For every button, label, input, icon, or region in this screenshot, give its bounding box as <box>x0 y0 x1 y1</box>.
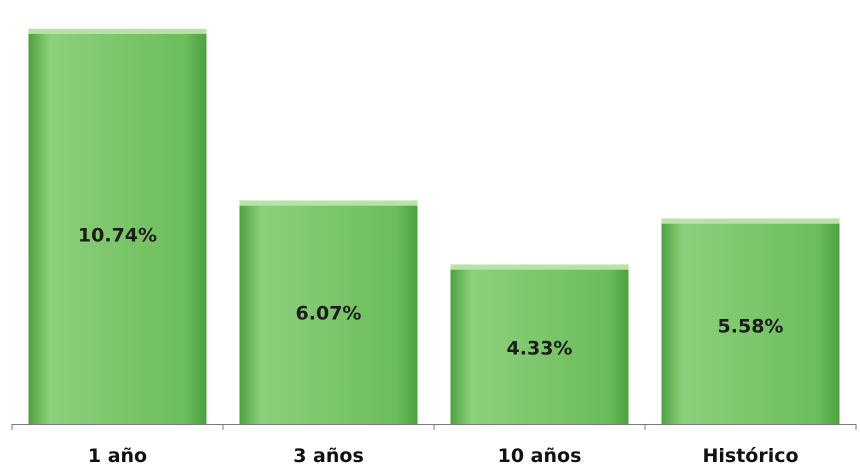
bar-rect <box>450 264 629 424</box>
bar-1 <box>28 28 207 425</box>
data-labels: 10.74% 6.07% 4.33% 5.58% <box>78 224 784 359</box>
bar-rect <box>28 28 207 425</box>
bars <box>28 28 840 425</box>
x-tick-label: 10 años <box>498 445 582 467</box>
bar-rect <box>661 218 840 424</box>
bar-top-highlight <box>28 28 207 34</box>
bar-4 <box>661 218 840 424</box>
x-tick-labels: 1 año 3 años 10 años Histórico <box>88 445 799 467</box>
x-tick-label: 3 años <box>293 445 364 467</box>
x-tick-label: 1 año <box>88 445 147 467</box>
bar-rect <box>239 200 418 424</box>
bar-top-highlight <box>661 218 840 224</box>
x-axis <box>11 424 857 430</box>
data-label: 4.33% <box>507 338 573 360</box>
data-label: 6.07% <box>296 302 362 324</box>
bar-top-highlight <box>239 200 418 206</box>
bar-2 <box>239 200 418 424</box>
bar-3 <box>450 264 629 424</box>
data-label: 5.58% <box>718 315 784 337</box>
x-tick-label: Histórico <box>702 445 798 467</box>
data-label: 10.74% <box>78 224 157 246</box>
bar-top-highlight <box>450 264 629 270</box>
